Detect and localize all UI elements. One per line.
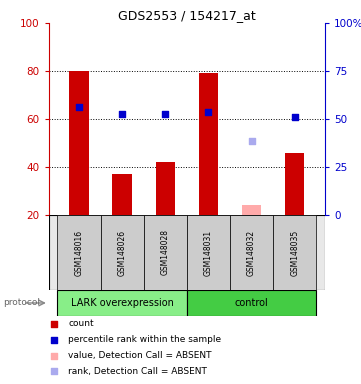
FancyBboxPatch shape <box>187 215 230 290</box>
Text: value, Detection Call = ABSENT: value, Detection Call = ABSENT <box>68 351 212 360</box>
Point <box>51 368 57 374</box>
FancyBboxPatch shape <box>187 290 316 316</box>
Point <box>51 353 57 359</box>
Point <box>51 337 57 343</box>
Point <box>292 114 297 120</box>
Point <box>51 321 57 327</box>
Text: GSM148026: GSM148026 <box>118 229 127 276</box>
Title: GDS2553 / 154217_at: GDS2553 / 154217_at <box>118 9 256 22</box>
FancyBboxPatch shape <box>144 215 187 290</box>
Point <box>205 109 211 115</box>
Bar <box>69 71 89 215</box>
Point <box>119 111 125 118</box>
Bar <box>285 153 304 215</box>
Text: protocol: protocol <box>4 298 40 308</box>
Text: rank, Detection Call = ABSENT: rank, Detection Call = ABSENT <box>68 367 207 376</box>
Point <box>249 137 255 144</box>
Text: GSM148032: GSM148032 <box>247 229 256 276</box>
Bar <box>242 205 261 215</box>
Text: control: control <box>235 298 269 308</box>
Text: count: count <box>68 319 94 328</box>
Bar <box>156 162 175 215</box>
FancyBboxPatch shape <box>49 215 325 290</box>
Bar <box>199 73 218 215</box>
FancyBboxPatch shape <box>230 215 273 290</box>
Bar <box>112 174 132 215</box>
Text: GSM148016: GSM148016 <box>74 229 83 276</box>
Text: GSM148035: GSM148035 <box>290 229 299 276</box>
Text: percentile rank within the sample: percentile rank within the sample <box>68 335 221 344</box>
Text: GSM148028: GSM148028 <box>161 230 170 275</box>
FancyBboxPatch shape <box>57 290 187 316</box>
Point <box>162 111 168 118</box>
FancyBboxPatch shape <box>100 215 144 290</box>
Text: GSM148031: GSM148031 <box>204 229 213 276</box>
FancyBboxPatch shape <box>57 215 100 290</box>
Point <box>76 104 82 110</box>
Text: LARK overexpression: LARK overexpression <box>71 298 174 308</box>
FancyBboxPatch shape <box>273 215 316 290</box>
